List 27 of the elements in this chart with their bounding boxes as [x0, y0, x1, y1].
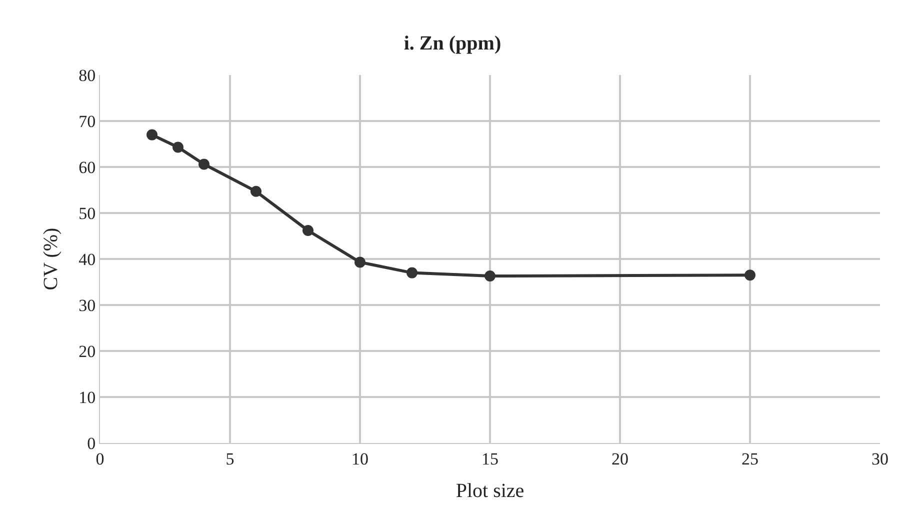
chart-title: i. Zn (ppm)	[404, 32, 502, 55]
point	[354, 256, 366, 268]
x-axis-title: Plot size	[456, 480, 524, 502]
y-tick-label: 60	[78, 158, 96, 177]
y-tick-label: 20	[78, 342, 96, 361]
point	[146, 129, 158, 140]
point	[198, 158, 210, 170]
y-tick-label: 30	[78, 296, 96, 315]
x-tick-label: 15	[482, 449, 498, 468]
y-tick-label: 10	[78, 388, 96, 407]
point	[172, 142, 184, 153]
point	[484, 270, 496, 282]
x-tick-label: 10	[352, 449, 368, 468]
point	[250, 186, 262, 197]
y-tick-label: 0	[87, 434, 96, 453]
x-tick-label: 30	[872, 449, 888, 468]
y-axis-title: CV (%)	[40, 228, 62, 290]
point	[302, 224, 314, 236]
x-tick-label: 20	[612, 449, 628, 468]
y-tick-label: 50	[78, 204, 96, 223]
y-tick-label: 40	[78, 250, 96, 269]
point	[406, 267, 418, 278]
y-tick-label: 80	[78, 66, 96, 85]
point	[744, 270, 756, 281]
x-tick-label: 25	[742, 449, 758, 468]
x-tick-label: 5	[226, 449, 234, 468]
y-tick-label: 70	[78, 112, 96, 131]
